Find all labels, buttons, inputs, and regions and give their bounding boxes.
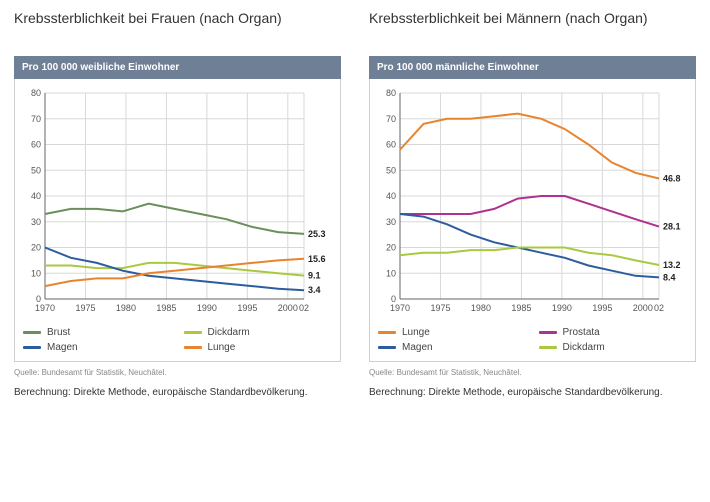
svg-text:1980: 1980 xyxy=(116,303,136,313)
svg-text:1970: 1970 xyxy=(35,303,55,313)
svg-text:1990: 1990 xyxy=(197,303,217,313)
svg-text:70: 70 xyxy=(386,114,396,124)
left-chart-box: 0102030405060708019701975198019851990199… xyxy=(14,79,341,362)
svg-text:30: 30 xyxy=(386,217,396,227)
right-chart-box: 0102030405060708019701975198019851990199… xyxy=(369,79,696,362)
svg-text:28.1: 28.1 xyxy=(663,222,681,232)
svg-text:1975: 1975 xyxy=(430,303,450,313)
svg-text:30: 30 xyxy=(31,217,41,227)
svg-text:2000: 2000 xyxy=(633,303,653,313)
right-plot: 0102030405060708019701975198019851990199… xyxy=(376,87,689,317)
legend-swatch xyxy=(184,331,202,334)
right-source: Quelle: Bundesamt für Statistik, Neuchât… xyxy=(369,368,696,377)
legend-label: Brust xyxy=(47,327,70,338)
svg-text:1990: 1990 xyxy=(552,303,572,313)
page: Krebssterblichkeit bei Frauen (nach Orga… xyxy=(0,0,710,502)
legend-label: Magen xyxy=(402,342,433,353)
legend-label: Magen xyxy=(47,342,78,353)
right-legend: Lunge Prostata Magen Dickdarm xyxy=(376,321,689,355)
legend-swatch xyxy=(539,346,557,349)
right-title: Krebssterblichkeit bei Männern (nach Org… xyxy=(369,10,696,46)
legend-label: Prostata xyxy=(563,327,600,338)
right-banner: Pro 100 000 männliche Einwohner xyxy=(369,56,696,79)
legend-swatch xyxy=(378,331,396,334)
legend-swatch xyxy=(23,331,41,334)
legend-label: Lunge xyxy=(402,327,430,338)
legend-item: Dickdarm xyxy=(539,342,688,353)
svg-text:9.1: 9.1 xyxy=(308,271,321,281)
svg-text:80: 80 xyxy=(31,88,41,98)
svg-text:15.6: 15.6 xyxy=(308,254,326,264)
svg-text:25.3: 25.3 xyxy=(308,229,326,239)
svg-text:02: 02 xyxy=(299,303,309,313)
left-title: Krebssterblichkeit bei Frauen (nach Orga… xyxy=(14,10,341,46)
legend-item: Brust xyxy=(23,327,172,338)
svg-text:40: 40 xyxy=(31,191,41,201)
svg-text:1985: 1985 xyxy=(511,303,531,313)
left-svg: 0102030405060708019701975198019851990199… xyxy=(21,87,334,317)
legend-item: Lunge xyxy=(184,342,333,353)
svg-text:3.4: 3.4 xyxy=(308,285,321,295)
legend-item: Prostata xyxy=(539,327,688,338)
svg-text:80: 80 xyxy=(386,88,396,98)
right-note: Berechnung: Direkte Methode, europäische… xyxy=(369,387,696,398)
svg-text:70: 70 xyxy=(31,114,41,124)
svg-text:46.8: 46.8 xyxy=(663,173,681,183)
left-plot: 0102030405060708019701975198019851990199… xyxy=(21,87,334,317)
svg-text:10: 10 xyxy=(386,268,396,278)
svg-text:1975: 1975 xyxy=(75,303,95,313)
legend-swatch xyxy=(23,346,41,349)
legend-label: Dickdarm xyxy=(563,342,605,353)
legend-swatch xyxy=(184,346,202,349)
left-legend: Brust Dickdarm Magen Lunge xyxy=(21,321,334,355)
left-banner: Pro 100 000 weibliche Einwohner xyxy=(14,56,341,79)
svg-text:1970: 1970 xyxy=(390,303,410,313)
right-panel: Krebssterblichkeit bei Männern (nach Org… xyxy=(369,10,696,502)
svg-text:20: 20 xyxy=(386,243,396,253)
legend-swatch xyxy=(378,346,396,349)
svg-text:50: 50 xyxy=(386,165,396,175)
legend-item: Lunge xyxy=(378,327,527,338)
legend-label: Lunge xyxy=(208,342,236,353)
svg-text:1995: 1995 xyxy=(592,303,612,313)
left-source: Quelle: Bundesamt für Statistik, Neuchât… xyxy=(14,368,341,377)
svg-text:13.2: 13.2 xyxy=(663,260,681,270)
svg-text:20: 20 xyxy=(31,243,41,253)
legend-swatch xyxy=(539,331,557,334)
right-svg: 0102030405060708019701975198019851990199… xyxy=(376,87,689,317)
svg-text:60: 60 xyxy=(31,140,41,150)
svg-text:02: 02 xyxy=(654,303,664,313)
svg-text:50: 50 xyxy=(31,165,41,175)
svg-text:1980: 1980 xyxy=(471,303,491,313)
legend-label: Dickdarm xyxy=(208,327,250,338)
svg-text:1995: 1995 xyxy=(237,303,257,313)
svg-text:8.4: 8.4 xyxy=(663,272,676,282)
legend-item: Magen xyxy=(23,342,172,353)
svg-text:40: 40 xyxy=(386,191,396,201)
svg-text:2000: 2000 xyxy=(278,303,298,313)
left-panel: Krebssterblichkeit bei Frauen (nach Orga… xyxy=(14,10,341,502)
svg-text:1985: 1985 xyxy=(156,303,176,313)
svg-text:60: 60 xyxy=(386,140,396,150)
legend-item: Magen xyxy=(378,342,527,353)
left-note: Berechnung: Direkte Methode, europäische… xyxy=(14,387,341,398)
legend-item: Dickdarm xyxy=(184,327,333,338)
svg-text:10: 10 xyxy=(31,268,41,278)
